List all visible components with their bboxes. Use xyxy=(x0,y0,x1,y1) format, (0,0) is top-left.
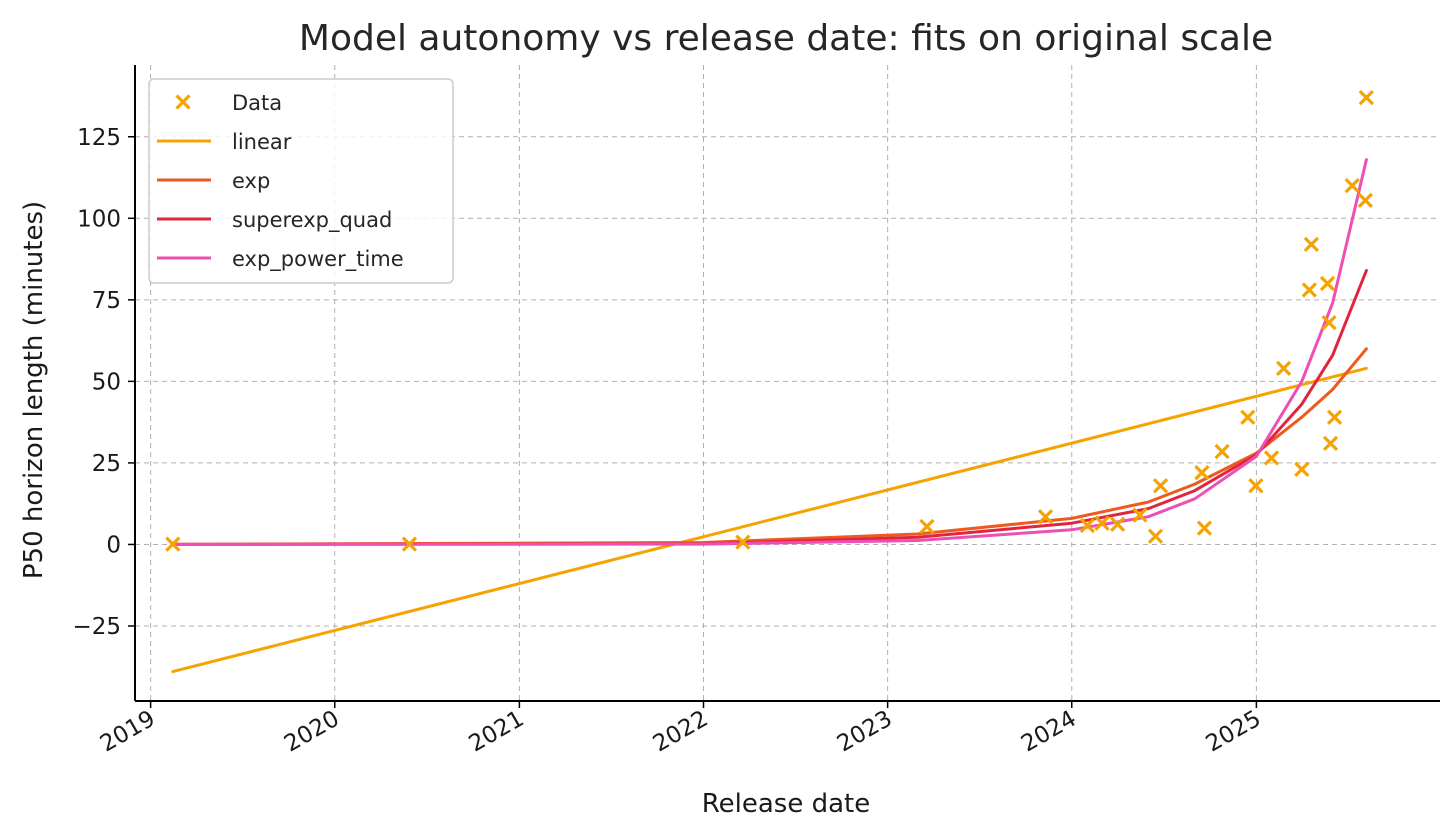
y-tick-label: 0 xyxy=(106,532,121,558)
x-tick-label: 2021 xyxy=(465,706,529,758)
x-axis-label: Release date xyxy=(702,789,870,819)
legend-label-linear: linear xyxy=(232,130,292,154)
x-tick-label: 2020 xyxy=(280,706,344,758)
data-point xyxy=(1321,315,1337,331)
legend-box xyxy=(148,78,454,284)
data-point xyxy=(1294,461,1310,478)
series-line-exp xyxy=(171,347,1368,546)
data-point xyxy=(1214,443,1230,460)
x-ticks: 2019 2020 2021 2022 2023 2024 2025 xyxy=(96,701,1265,757)
fit-lines xyxy=(171,158,1368,674)
y-axis-label: P50 horizon length (minutes) xyxy=(19,201,49,579)
y-tick-label: 25 xyxy=(92,451,121,477)
series-line-superexp-quad xyxy=(171,269,1368,546)
series-line-exp-power-time xyxy=(171,158,1368,546)
data-point xyxy=(1303,236,1320,253)
legend-marker-data xyxy=(175,94,191,110)
y-tick-label: 100 xyxy=(77,206,121,232)
data-point xyxy=(1079,517,1096,534)
data-point xyxy=(1275,360,1292,376)
data-point xyxy=(1196,520,1213,536)
data-point xyxy=(1344,178,1360,194)
legend: Data linear exp superexp_quad exp_power_time xyxy=(148,78,454,284)
data-point xyxy=(1326,409,1343,425)
y-tick-label: 75 xyxy=(92,288,121,314)
data-point xyxy=(1322,435,1339,451)
data-point xyxy=(1319,275,1336,292)
data-point xyxy=(1357,192,1373,208)
legend-label-superexp-quad: superexp_quad xyxy=(232,208,392,233)
y-tick-label: 125 xyxy=(77,125,121,151)
series-line-linear xyxy=(171,366,1368,674)
data-point xyxy=(1037,509,1054,525)
data-point xyxy=(1152,478,1169,494)
x-tick-label: 2022 xyxy=(649,706,713,758)
x-tick-label: 2025 xyxy=(1202,706,1266,758)
legend-label-exp: exp xyxy=(232,169,270,193)
data-point xyxy=(735,534,751,550)
chart-title: Model autonomy vs release date: fits on … xyxy=(299,18,1273,59)
data-point xyxy=(1094,515,1110,531)
data-point xyxy=(1240,409,1256,425)
data-point xyxy=(1194,465,1210,481)
data-point xyxy=(1147,528,1164,544)
data-point xyxy=(1301,282,1317,298)
data-point xyxy=(1263,450,1280,466)
data-point xyxy=(1358,89,1374,106)
data-point xyxy=(1248,478,1264,494)
y-ticks: −25 0 25 50 75 100 125 xyxy=(72,125,135,640)
data-points xyxy=(165,89,1374,552)
axes xyxy=(134,65,1440,702)
data-point xyxy=(1132,507,1148,523)
y-tick-label: 50 xyxy=(92,369,121,395)
x-tick-label: 2019 xyxy=(96,706,160,758)
data-point xyxy=(1110,516,1126,532)
legend-label-data: Data xyxy=(232,91,282,115)
data-point xyxy=(919,518,935,535)
data-point xyxy=(401,536,418,552)
x-tick-label: 2024 xyxy=(1017,706,1081,758)
y-tick-label: −25 xyxy=(72,614,121,640)
data-point xyxy=(165,536,181,552)
legend-label-exp-power-time: exp_power_time xyxy=(232,247,404,272)
x-tick-label: 2023 xyxy=(833,706,897,758)
